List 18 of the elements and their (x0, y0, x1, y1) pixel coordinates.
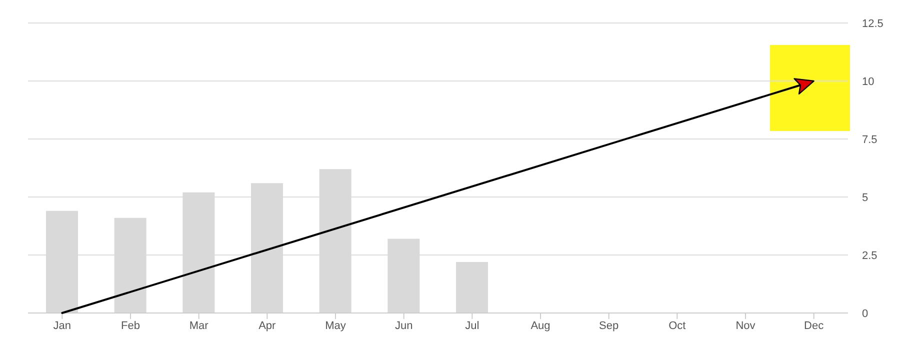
x-tick-label: Oct (668, 320, 686, 332)
y-tick-label: 2.5 (862, 250, 878, 262)
y-tick-label: 12.5 (862, 18, 884, 30)
x-tick-label: Jan (53, 320, 72, 332)
x-tick-label: Jul (465, 320, 480, 332)
y-tick-label: 5 (862, 192, 868, 204)
x-tick-label: Jun (394, 320, 413, 332)
x-tick-label: Aug (530, 320, 550, 332)
x-tick-label: Mar (189, 320, 209, 332)
x-tick-label: Nov (736, 320, 756, 332)
y-tick-label: 0 (862, 308, 868, 320)
y-tick-label: 10 (862, 76, 874, 88)
y-tick-label: 7.5 (862, 134, 878, 146)
x-tick-label: Dec (804, 320, 824, 332)
x-tick-label: Feb (121, 320, 140, 332)
x-tick-label: Sep (599, 320, 619, 332)
x-tick-label: Apr (258, 320, 276, 332)
x-tick-label: May (325, 320, 346, 332)
